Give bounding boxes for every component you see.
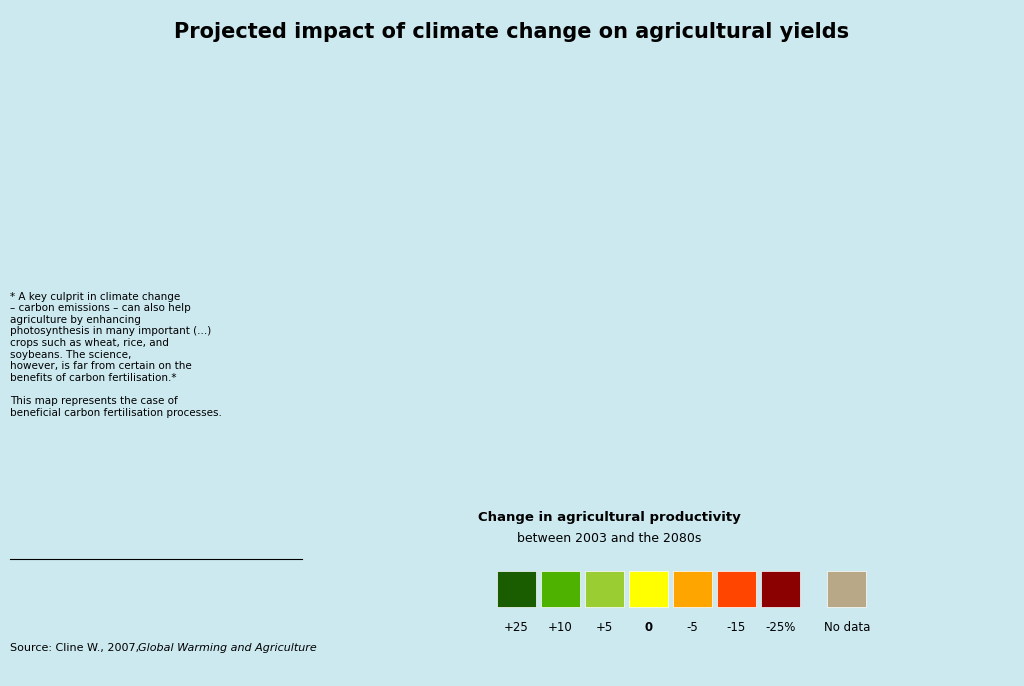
Text: * A key culprit in climate change
– carbon emissions – can also help
agriculture: * A key culprit in climate change – carb… bbox=[10, 292, 222, 418]
Text: No data: No data bbox=[823, 621, 870, 634]
Text: Projected impact of climate change on agricultural yields: Projected impact of climate change on ag… bbox=[174, 22, 850, 42]
Text: 0: 0 bbox=[644, 621, 652, 634]
Text: Source: Cline W., 2007,: Source: Cline W., 2007, bbox=[10, 643, 143, 653]
Text: +25: +25 bbox=[504, 621, 528, 634]
Text: -15: -15 bbox=[727, 621, 745, 634]
Text: -5: -5 bbox=[686, 621, 698, 634]
Text: .: . bbox=[298, 643, 301, 653]
Text: +5: +5 bbox=[596, 621, 612, 634]
Text: Global Warming and Agriculture: Global Warming and Agriculture bbox=[138, 643, 316, 653]
Text: between 2003 and the 2080s: between 2003 and the 2080s bbox=[517, 532, 701, 545]
Text: +10: +10 bbox=[548, 621, 572, 634]
Text: Change in agricultural productivity: Change in agricultural productivity bbox=[478, 512, 740, 524]
Text: -25%: -25% bbox=[765, 621, 796, 634]
